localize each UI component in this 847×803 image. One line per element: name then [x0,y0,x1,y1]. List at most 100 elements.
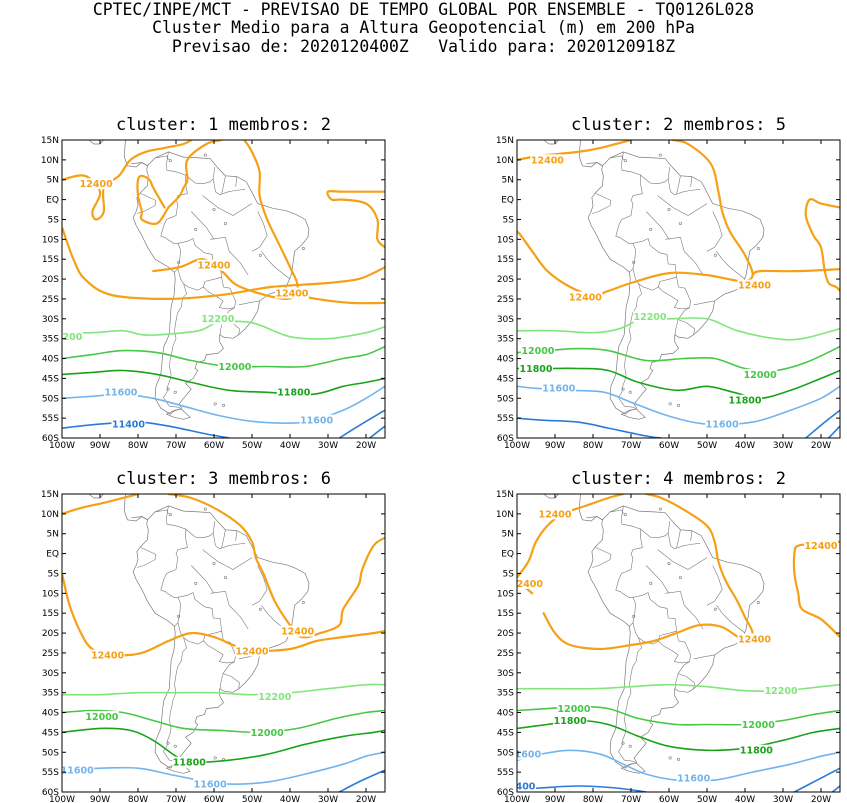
lat-tick-label: 25S [42,295,59,305]
country-border [706,211,723,252]
lon-tick-label: 100W [504,795,530,803]
coastline-panama [586,516,603,521]
contour-label-11800: 11800 [554,716,587,727]
contour-label-bg [553,714,588,726]
country-border [222,661,235,674]
contour-label-11400: 11400 [502,781,535,792]
cluster-3-frame [61,493,386,793]
contour-12400 [542,494,754,651]
lat-tick-label: 40S [42,355,59,365]
lon-tick-label: 70W [621,441,641,451]
lon-tick-label: 70W [621,795,641,803]
lon-tick-label: 20W [811,441,831,451]
lat-tick-label: 35S [42,335,59,345]
country-border [212,178,246,196]
lake-outline [173,744,177,748]
contour-label-bg [90,649,125,661]
lat-tick-label: 40S [497,709,514,719]
lat-tick-label: 45S [497,728,514,738]
lat-tick-label: 50S [497,748,514,758]
contour-label-12400: 12400 [510,579,543,590]
contour-label-11600: 11600 [706,419,739,430]
lat-tick-label: 10N [496,510,514,520]
lat-tick-label: 5S [48,215,60,225]
cluster-4-plot: 1240012400124001240012200120001200011800… [502,494,840,792]
coastline-central-america [88,140,148,168]
country-border [667,178,701,196]
lat-tick-label: 35S [497,335,514,345]
cluster-1-frame [61,139,386,439]
lake-outline [667,208,671,212]
contour-11400 [369,425,385,438]
lake-outline [258,253,262,257]
country-border [185,166,216,184]
contour-12200 [62,683,385,696]
country-border [640,520,671,538]
cluster-3-title: cluster: 3 membros: 6 [116,469,331,489]
lake-outline [258,607,262,611]
lake-outline [668,756,672,760]
contour-label-bg [280,625,315,637]
lake-outline [213,756,217,760]
country-border [665,236,704,276]
lon-tick-label: 40W [280,795,300,803]
lat-tick-label: 15S [42,609,59,619]
country-border [676,175,681,194]
lon-tick-label: 50W [242,441,262,451]
contour-label-bg [276,386,311,398]
lake-outline [623,513,627,517]
lake-outline [649,227,653,231]
country-border [645,211,670,240]
country-border [677,661,690,674]
contour-label-12200: 12200 [201,314,234,325]
country-border [676,529,681,548]
contour-12200 [517,683,840,692]
contour-label-bg [274,287,309,299]
lat-tick-label: 5S [48,569,60,579]
contour-label-bg [299,414,334,426]
contour-12200 [62,320,385,340]
contour-label-12400: 12400 [804,541,837,552]
lake-outline [223,221,227,225]
lat-tick-label: EQ [46,196,59,206]
lake-outline [676,403,680,407]
lon-tick-label: 20W [811,795,831,803]
lake-outline [632,260,636,264]
lake-outline [222,403,226,407]
lat-tick-label: 35S [497,689,514,699]
coastline-central-america [543,140,603,168]
lake-outline [177,260,181,264]
lat-tick-label: 45S [497,374,514,384]
lat-tick-label: 25S [497,649,514,659]
lon-tick-label: 90W [90,441,110,451]
lat-tick-label: 20S [42,275,59,285]
contour-label-12400: 12400 [91,650,124,661]
country-border [716,251,746,280]
contour-label-bg [728,394,762,406]
contour-12400 [62,572,385,657]
lat-tick-label: 10S [42,589,59,599]
contour-label-11800: 11800 [740,746,773,757]
country-border [674,673,695,689]
cluster-1-title: cluster: 1 membros: 2 [116,115,331,135]
country-border [155,155,169,161]
country-border [202,549,253,570]
lake-outline [628,744,632,748]
contour-11400 [338,409,385,438]
lat-tick-label: 60S [42,788,59,798]
lake-outline [212,208,216,212]
cluster-2-frame [516,139,841,439]
contour-label-12400: 12400 [80,179,113,190]
contour-label-bg [520,345,555,357]
country-border [677,307,690,320]
contour-12400 [517,494,625,579]
lat-tick-label: 10S [42,235,59,245]
contour-label-11600: 11600 [300,416,333,427]
contour-label-bg [197,259,231,271]
coastline-south-america [132,505,310,769]
lat-tick-label: 50S [497,394,514,404]
lat-tick-label: 20S [42,629,59,639]
contour-label-12000: 12000 [521,346,554,357]
lat-tick-label: 5N [502,530,514,540]
